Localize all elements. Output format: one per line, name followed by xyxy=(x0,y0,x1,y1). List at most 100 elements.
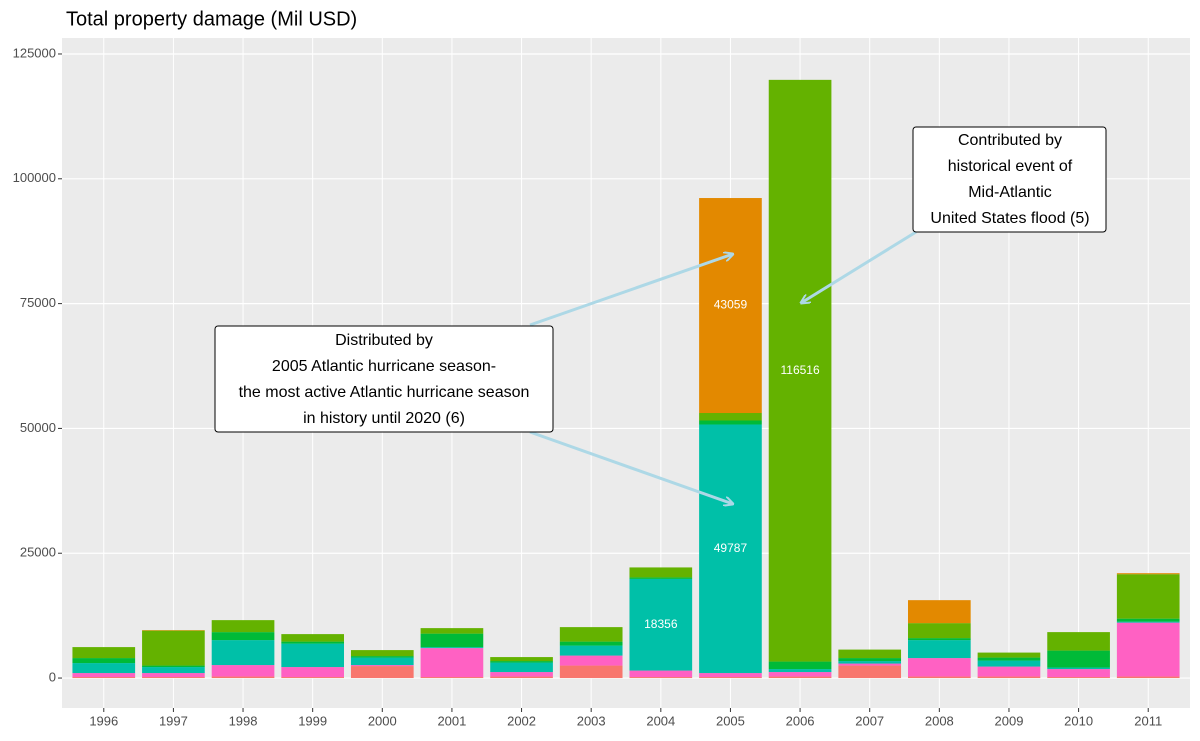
bar-segment xyxy=(559,627,623,642)
bar-segment xyxy=(350,657,414,666)
bar-segment xyxy=(1047,669,1110,678)
bar-segment xyxy=(559,655,623,666)
bar-segment xyxy=(768,672,832,677)
annotation-text: Mid-Atlantic xyxy=(968,184,1052,201)
bar-segment xyxy=(629,567,693,578)
y-tick-label: 75000 xyxy=(20,295,56,310)
y-tick-label: 100000 xyxy=(13,170,56,185)
bar-segment xyxy=(211,676,275,679)
value-label: 43059 xyxy=(714,298,748,312)
bar-segment xyxy=(350,656,414,658)
bar-segment xyxy=(699,420,762,425)
bar-segment xyxy=(281,677,344,679)
bar-segment xyxy=(490,672,553,677)
bar-segment xyxy=(1047,677,1110,679)
bar-segment xyxy=(72,673,136,678)
bar-segment xyxy=(768,661,832,670)
bar-segment xyxy=(72,677,136,679)
bar-segment xyxy=(420,677,484,679)
bar-segment xyxy=(838,649,902,659)
bar-segment xyxy=(629,578,693,671)
x-tick-label: 2011 xyxy=(1134,713,1162,728)
bar-segment xyxy=(629,577,693,579)
bar-segment xyxy=(490,661,553,663)
annotation-text: 2005 Atlantic hurricane season- xyxy=(272,358,496,375)
annotation-text: historical event of xyxy=(948,158,1073,175)
bar-segment xyxy=(490,657,553,662)
value-label: 49787 xyxy=(714,541,748,555)
bar-segment xyxy=(838,663,902,666)
bar-segment xyxy=(559,645,623,656)
bar-segment xyxy=(977,657,1041,661)
bar-segment xyxy=(211,620,275,633)
x-tick-label: 2001 xyxy=(437,713,466,728)
bar-segment xyxy=(72,647,136,659)
bar-segment xyxy=(1116,622,1180,677)
bar-segment xyxy=(142,665,205,668)
bar-segment xyxy=(977,666,1041,677)
bar-segment xyxy=(490,676,553,679)
bar-segment xyxy=(699,424,762,674)
bar-segment xyxy=(420,647,484,649)
bar-segment xyxy=(559,641,623,646)
x-tick-label: 2010 xyxy=(1064,713,1093,728)
bar-segment xyxy=(1047,667,1110,670)
bar-segment xyxy=(1047,650,1110,668)
annotation-text: Contributed by xyxy=(958,132,1062,149)
x-tick-label: 2009 xyxy=(995,713,1024,728)
bar-segment xyxy=(908,623,971,639)
y-tick-label: 0 xyxy=(49,669,56,684)
arrow xyxy=(529,430,733,504)
value-label: 18356 xyxy=(644,617,678,631)
bar-segment xyxy=(699,677,762,679)
bar-segment xyxy=(908,600,971,624)
bar-segment xyxy=(72,663,136,674)
arrow xyxy=(801,230,917,303)
x-tick-label: 1999 xyxy=(298,713,327,728)
bar-segment xyxy=(1047,632,1110,651)
bar-segment xyxy=(350,666,414,679)
bar-segment xyxy=(211,632,275,641)
bar-segment xyxy=(908,640,971,659)
bar-segment xyxy=(1116,573,1180,575)
chart-title: Total property damage (Mil USD) xyxy=(66,8,357,30)
x-tick-label: 2002 xyxy=(507,713,536,728)
x-tick-label: 2007 xyxy=(855,713,884,728)
bar-segment xyxy=(211,640,275,666)
bar-segment xyxy=(699,198,762,414)
annotation-text: the most active Atlantic hurricane seaso… xyxy=(239,384,530,401)
x-tick-label: 2003 xyxy=(577,713,606,728)
bar-segment xyxy=(1116,574,1180,619)
value-label: 116516 xyxy=(780,363,819,377)
bar-segment xyxy=(281,643,344,668)
bar-segment xyxy=(768,79,832,662)
bar-segment xyxy=(838,661,902,664)
bar-segment xyxy=(699,413,762,421)
x-tick-label: 2000 xyxy=(368,713,397,728)
annotation-text: United States flood (5) xyxy=(930,210,1089,227)
bar-segment xyxy=(768,676,832,679)
bar-segment xyxy=(1116,676,1180,679)
x-tick-label: 2004 xyxy=(646,713,675,728)
x-tick-label: 1996 xyxy=(89,713,118,728)
bar-segment xyxy=(142,673,205,678)
bar-segment xyxy=(281,634,344,642)
annotation-box xyxy=(912,126,1107,233)
bar-segment xyxy=(559,665,623,679)
bar-segment xyxy=(699,673,762,678)
x-tick-label: 1998 xyxy=(229,713,258,728)
bar-segment xyxy=(420,633,484,648)
bar-segment xyxy=(838,665,902,679)
bar-segment xyxy=(977,676,1041,679)
x-tick-label: 2008 xyxy=(925,713,954,728)
bar-segment xyxy=(977,660,1041,667)
bar-segment xyxy=(281,667,344,678)
bar-segment xyxy=(211,665,275,677)
bar-segment xyxy=(420,648,484,678)
x-tick-label: 2006 xyxy=(786,713,815,728)
arrow xyxy=(529,254,733,327)
bar-segment xyxy=(142,677,205,679)
bar-segment xyxy=(768,669,832,673)
